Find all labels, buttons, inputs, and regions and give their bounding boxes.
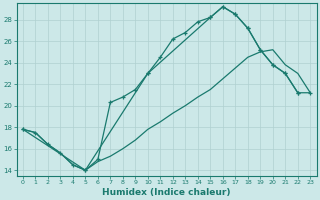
X-axis label: Humidex (Indice chaleur): Humidex (Indice chaleur) (102, 188, 231, 197)
